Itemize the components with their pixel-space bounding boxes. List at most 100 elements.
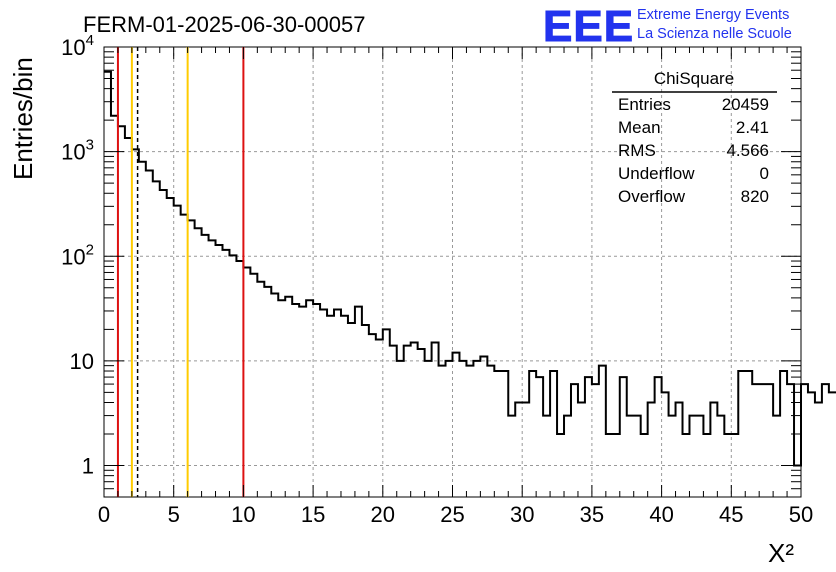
y-tick-label: 102 — [61, 241, 94, 269]
histogram-bin — [195, 228, 202, 497]
x-tick-label: 5 — [168, 502, 180, 527]
histogram-bin — [111, 116, 118, 497]
histogram-bin — [160, 190, 167, 497]
histogram-bin — [118, 126, 125, 497]
stats-title: ChiSquare — [654, 69, 734, 88]
histogram-bin — [592, 384, 599, 497]
y-tick-label: 104 — [61, 32, 94, 60]
histogram-bin — [487, 366, 494, 497]
histogram-bin — [397, 361, 404, 497]
histogram-bin — [522, 403, 529, 497]
histogram-bin — [181, 215, 188, 497]
stats-row-value: 2.41 — [736, 118, 769, 137]
x-tick-label: 40 — [649, 502, 673, 527]
stats-box: ChiSquare Entries 20459 Mean 2.41 RMS 4.566 Un… — [612, 69, 777, 206]
histogram-bin — [299, 307, 306, 497]
histogram-bin — [634, 416, 641, 497]
axis-ticks — [103, 47, 802, 498]
histogram-outline — [104, 70, 836, 467]
stats-row-label: RMS — [618, 141, 656, 160]
histogram-bin — [599, 366, 606, 497]
reference-lines — [116, 47, 245, 497]
histogram-bin — [139, 162, 146, 497]
histogram-bin — [627, 416, 634, 497]
y-tick-label: 10 — [70, 349, 94, 374]
histogram-bin — [473, 361, 480, 497]
histogram-bin — [689, 416, 696, 497]
x-tick-labels: 0 5 10 15 20 25 30 35 40 45 50 — [98, 502, 813, 527]
histogram-bin — [466, 366, 473, 497]
y-tick-label: 103 — [61, 137, 94, 165]
histogram-bin — [564, 416, 571, 497]
histogram-bin — [717, 416, 724, 497]
histogram-bin — [390, 346, 397, 497]
histogram-bin — [432, 342, 439, 497]
histogram-bin — [306, 300, 313, 497]
x-tick-label: 25 — [440, 502, 464, 527]
x-tick-label: 50 — [789, 502, 813, 527]
x-tick-label: 35 — [580, 502, 604, 527]
histogram-bin — [571, 384, 578, 497]
histogram-bin — [529, 371, 536, 497]
histogram-bin — [801, 384, 808, 497]
histogram-bin — [515, 403, 522, 497]
stats-row-label: Underflow — [618, 164, 695, 183]
histogram-bin — [655, 377, 662, 497]
histogram-bin — [585, 377, 592, 497]
histogram-bin — [125, 138, 132, 497]
x-tick-label: 30 — [510, 502, 534, 527]
histogram-bin — [362, 325, 369, 497]
histogram-bin — [550, 371, 557, 497]
stats-row-value: 820 — [741, 187, 769, 206]
histogram-bin — [167, 198, 174, 497]
histogram-bin — [752, 384, 759, 497]
stats-row-label: Mean — [618, 118, 661, 137]
histogram-bin — [174, 206, 181, 497]
histogram-bin — [766, 384, 773, 497]
histogram-bin — [676, 403, 683, 497]
histogram-bin — [313, 304, 320, 497]
histogram-bin — [439, 366, 446, 497]
histogram-bin — [710, 403, 717, 497]
y-tick-labels: 1 10 102 103 104 — [61, 32, 94, 479]
histogram-bin — [334, 309, 341, 497]
x-tick-label: 45 — [719, 502, 743, 527]
histogram-bin — [808, 392, 815, 497]
histogram-bin — [236, 261, 243, 497]
histogram-bin — [341, 316, 348, 497]
histogram-bin — [745, 371, 752, 497]
histogram-bin — [578, 403, 585, 497]
histogram-bin — [480, 357, 487, 497]
histogram-bin — [222, 250, 229, 497]
histogram-bin — [411, 342, 418, 497]
histogram-bin — [153, 181, 160, 497]
histogram-bin — [829, 392, 836, 497]
histogram-bin — [271, 294, 278, 497]
stats-row-value: 4.566 — [726, 141, 769, 160]
histogram-bin — [501, 371, 508, 497]
chart-title: FERM-01-2025-06-30-00057 — [83, 12, 366, 37]
histogram-bin — [494, 371, 501, 497]
histogram-bin — [229, 255, 236, 497]
histogram-bin — [453, 353, 460, 497]
histogram-bin — [418, 349, 425, 497]
histogram-bin — [383, 329, 390, 497]
histogram-bin — [648, 403, 655, 497]
logo-mark: EEE — [543, 2, 634, 51]
histogram-bin — [536, 377, 543, 497]
histogram-bin — [278, 300, 285, 497]
histogram-bin — [327, 316, 334, 497]
histogram-bin — [446, 361, 453, 497]
histogram-bin — [425, 361, 432, 497]
logo-line1: Extreme Energy Events — [637, 7, 789, 23]
histogram-bin — [822, 384, 829, 497]
histogram-bin — [787, 384, 794, 497]
histogram-bin — [369, 334, 376, 497]
histogram-bin — [376, 340, 383, 497]
histogram-bin — [815, 403, 822, 497]
x-tick-label: 20 — [371, 502, 395, 527]
histogram-bin — [209, 240, 216, 497]
logo-line2: La Scienza nelle Scuole — [637, 26, 792, 42]
histogram-bin — [355, 307, 362, 497]
histogram-bin — [543, 416, 550, 497]
